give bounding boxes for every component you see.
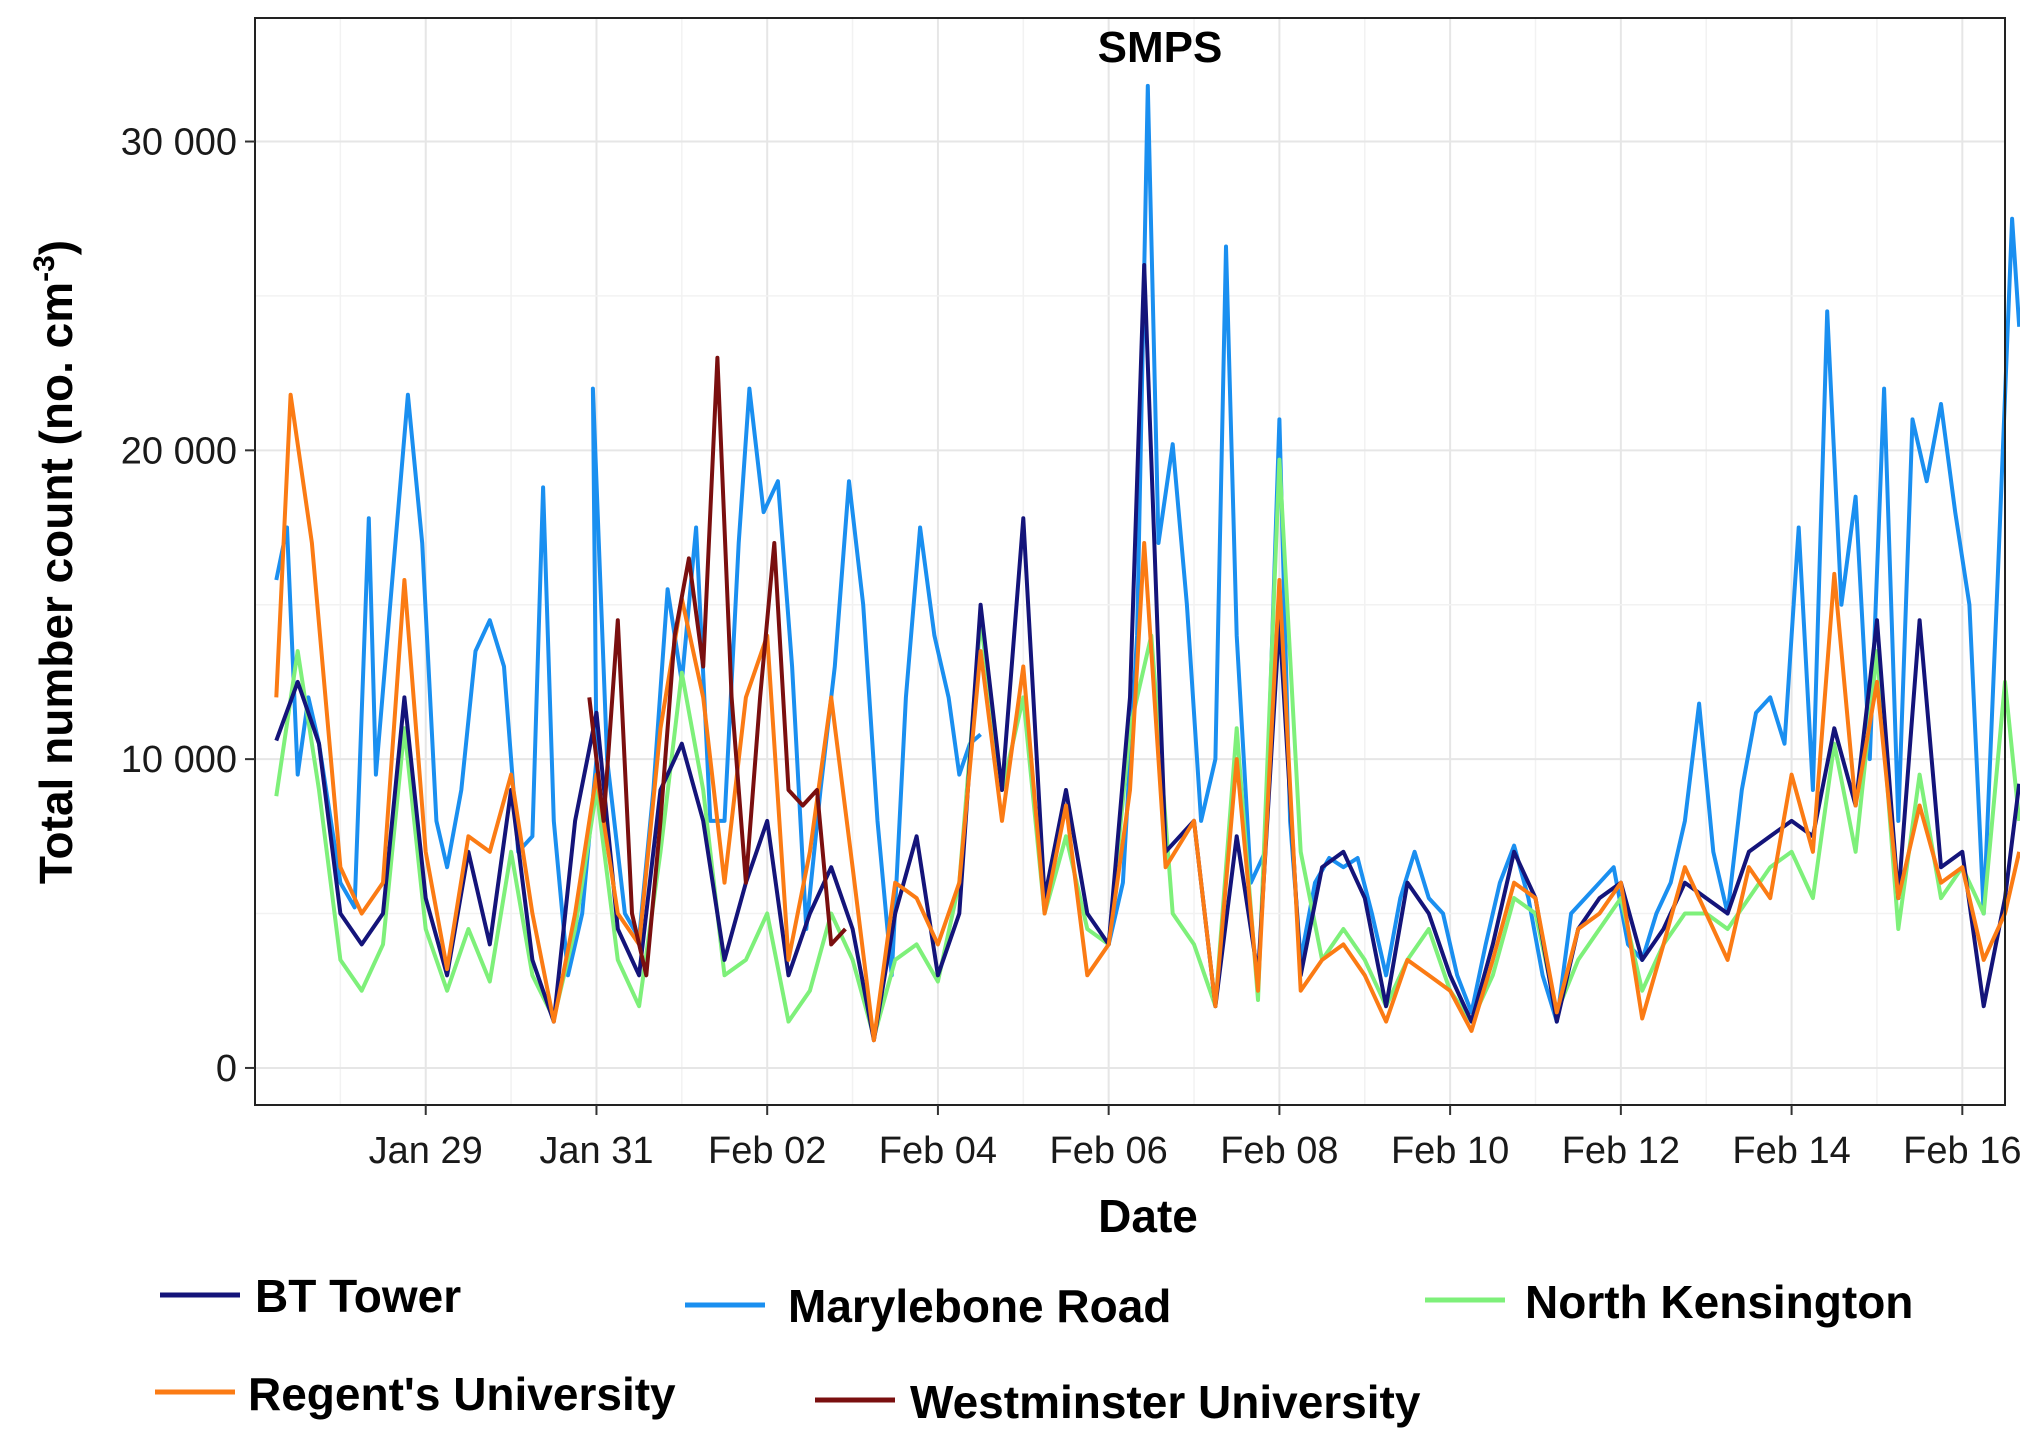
x-tick-label: Feb 16: [1903, 1130, 2020, 1172]
x-axis-title: Date: [1098, 1190, 1198, 1242]
plot-border: [254, 17, 2006, 1106]
legend-label: Regent's University: [248, 1368, 676, 1420]
y-axis-title-superscript: -3: [28, 255, 61, 282]
y-tick-label: 10 000: [121, 739, 237, 781]
x-axis-ticks: Jan 29 Jan 31 Feb 02 Feb 04 Feb 06 Feb 08 Feb …: [369, 1105, 2020, 1172]
legend-label: BT Tower: [255, 1270, 461, 1322]
legend-item-bt-tower: BT Tower: [160, 1270, 461, 1322]
series-line-bt-tower: [274, 263, 2020, 1043]
y-axis-title: Total number count (no. cm-3): [28, 240, 82, 884]
chart-title: SMPS: [1098, 23, 1223, 72]
plot-background: [255, 18, 2005, 1105]
x-tick-label: Feb 14: [1732, 1130, 1850, 1172]
x-tick-label: Feb 10: [1391, 1130, 1509, 1172]
y-tick-label: 20 000: [121, 430, 237, 472]
x-tick-label: Feb 08: [1220, 1130, 1338, 1172]
y-axis-ticks: 0 10 000 20 000 30 000: [121, 122, 255, 1090]
x-tick-label: Feb 06: [1050, 1130, 1168, 1172]
x-tick-label: Feb 02: [708, 1130, 826, 1172]
legend-item-westminster-university: Westminster University: [815, 1376, 1421, 1428]
y-tick-label: 30 000: [121, 122, 237, 164]
legend-label: Westminster University: [910, 1376, 1421, 1428]
x-tick-label: Feb 12: [1562, 1130, 1680, 1172]
x-tick-label: Feb 04: [879, 1130, 997, 1172]
x-tick-label: Jan 31: [539, 1130, 653, 1172]
legend-item-north-kensington: North Kensington: [1425, 1276, 1913, 1328]
legend: BT Tower Marylebone Road North Kensington R…: [155, 1270, 1913, 1428]
series-line-regent-s-university: [274, 392, 2020, 1043]
y-tick-label: 0: [216, 1048, 237, 1090]
y-axis-title-main: Total number count (no. cm: [30, 282, 82, 884]
legend-item-marylebone-road: Marylebone Road: [685, 1280, 1171, 1332]
legend-label: Marylebone Road: [788, 1280, 1171, 1332]
legend-item-regent-s-university: Regent's University: [155, 1368, 676, 1420]
series-line-marylebone-road: [274, 386, 982, 978]
gridlines: [255, 18, 2005, 1105]
y-axis-title-close: ): [30, 240, 82, 255]
legend-label: North Kensington: [1525, 1276, 1913, 1328]
series-line-westminster-university: [587, 355, 847, 978]
x-tick-label: Jan 29: [369, 1130, 483, 1172]
series-lines: [274, 83, 2020, 1043]
